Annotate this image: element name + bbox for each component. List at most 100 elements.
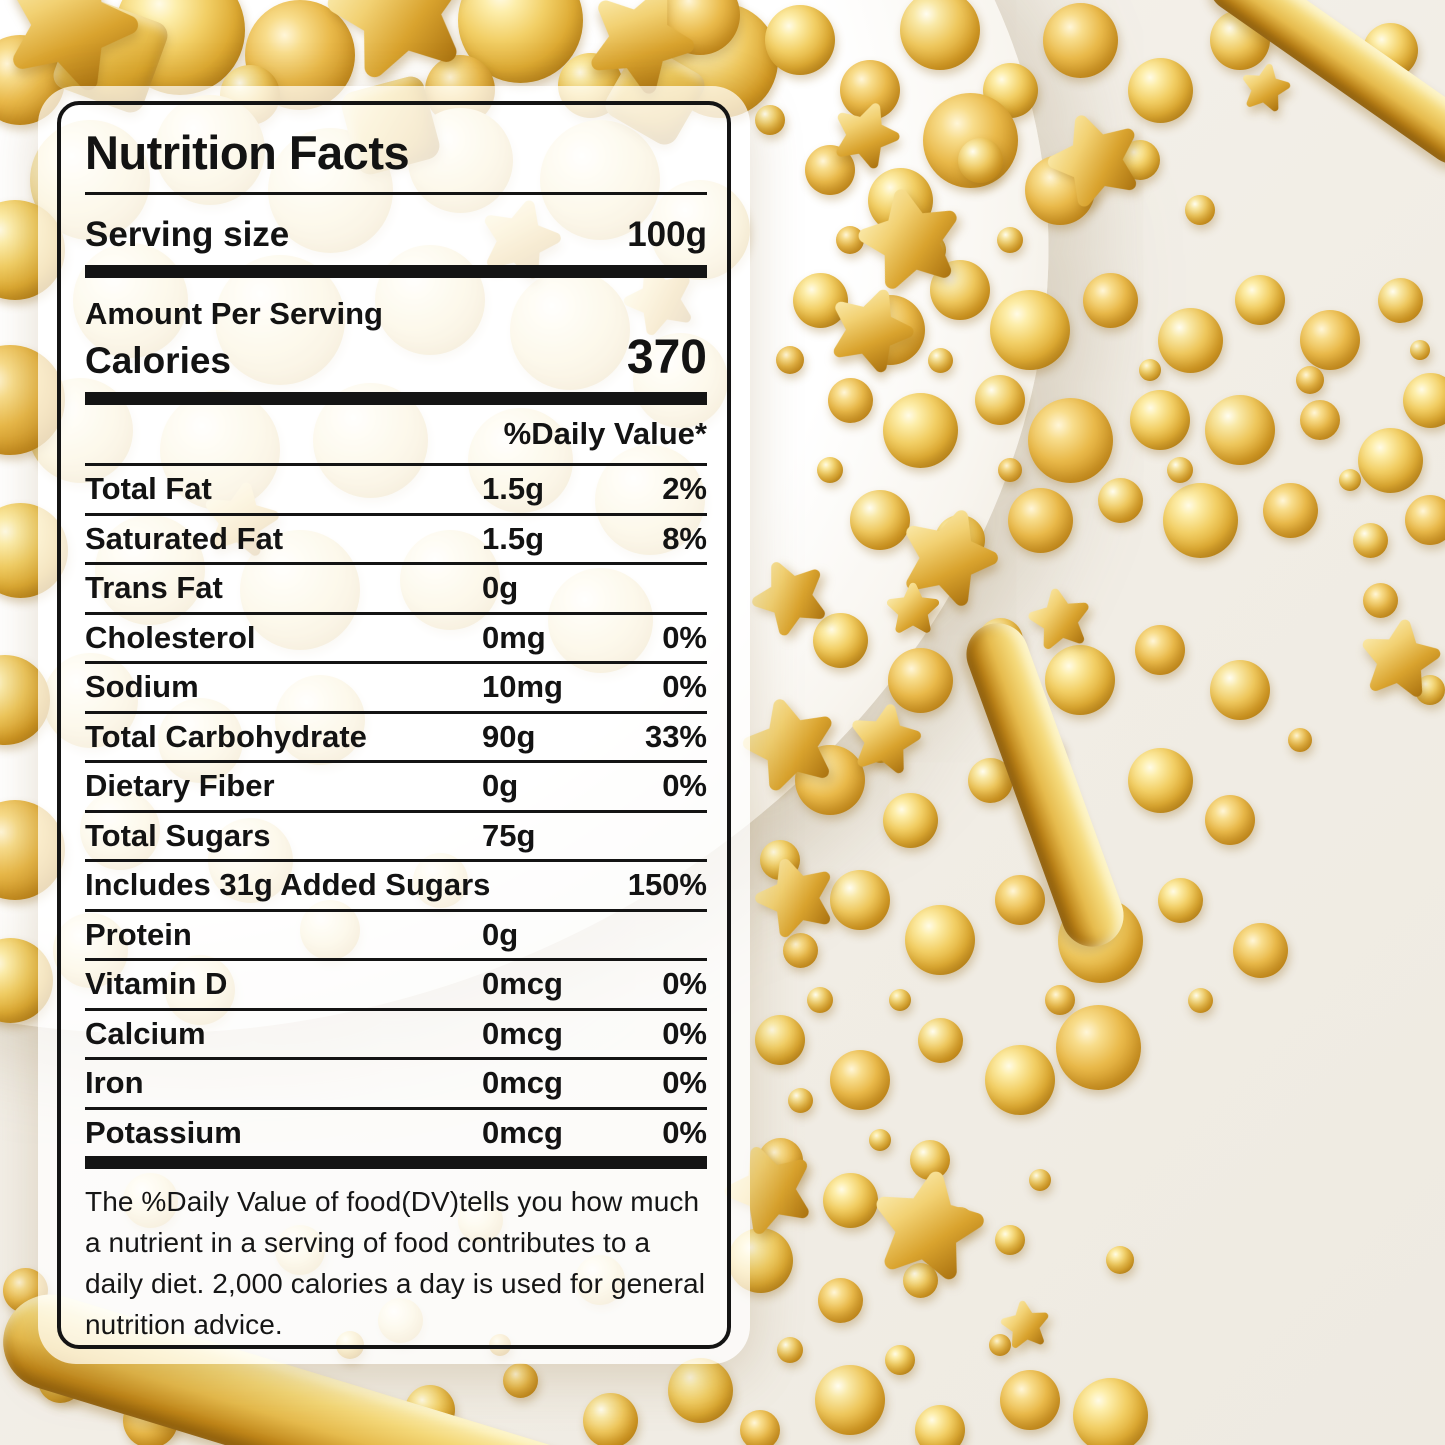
gold-ball-sprinkle [850,490,910,550]
gold-ball-sprinkle [1402,372,1445,428]
divider [85,191,707,195]
gold-ball-sprinkle [827,377,873,423]
daily-value-footnote: The %Daily Value of food(DV)tells you ho… [85,1186,706,1340]
gold-ball-sprinkle [885,1345,915,1375]
gold-ball-sprinkle [1000,1370,1060,1430]
gold-ball-sprinkle [975,375,1025,425]
serving-size-value: 100g [627,214,707,254]
serving-size-row: Serving size 100g [85,205,707,265]
gold-ball-sprinkle [776,346,804,374]
nutrient-daily-value: 0% [662,619,707,655]
gold-ball-sprinkle [815,1365,885,1435]
gold-ball-sprinkle [836,226,864,254]
thick-bar [85,265,707,278]
nutrient-daily-value: 150% [627,867,707,903]
gold-ball-sprinkle [1162,482,1238,558]
nutrient-amount: 0mcg [482,1065,563,1101]
gold-star-sprinkle [1233,56,1297,120]
gold-ball-sprinkle [1410,340,1430,360]
gold-ball-sprinkle [1232,922,1288,978]
nutrient-daily-value: 0% [662,1114,707,1150]
gold-star-sprinkle [734,541,847,654]
gold-ball-sprinkle [915,1405,965,1445]
gold-ball-sprinkle [1007,487,1073,553]
gold-ball-sprinkle [902,1262,938,1298]
nutrient-name: Total Fat [85,471,212,507]
nutrient-row: Total Carbohydrate 90g 33% [85,710,707,761]
nutrient-daily-value: 0% [662,966,707,1002]
gold-star-sprinkle [1028,93,1163,228]
nutrient-name: Total Carbohydrate [85,718,367,754]
nutrient-amount: 0mcg [482,1114,563,1150]
nutrient-name: Sodium [85,669,199,705]
gold-star-sprinkle [855,1155,1000,1300]
gold-ball-sprinkle [1288,728,1312,752]
gold-ball-sprinkle [1405,495,1445,545]
nutrient-amount: 1.5g [482,471,545,507]
nutrient-amount: 0g [482,916,519,952]
nutrient-name: Potassium [85,1114,242,1150]
gold-ball-sprinkle [755,105,785,135]
nutrient-daily-value: 0% [662,1065,707,1101]
nutrient-row: Vitamin D 0mcg 0% [85,958,707,1008]
nutrient-rows: Total Fat 1.5g 2% Saturated Fat 1.5g 8% Trans … [85,463,707,1156]
gold-ball-sprinkle [1262,482,1318,538]
gold-ball-sprinkle [1027,397,1113,483]
gold-ball-sprinkle [990,290,1070,370]
nutrient-amount: 0mcg [482,966,563,1002]
nutrient-name: Includes 31g Added Sugars [85,867,491,903]
nutrient-row: Total Sugars 75g [85,809,707,860]
nutrient-amount: 75g [482,817,536,853]
gold-star-sprinkle [809,269,931,391]
gold-ball-sprinkle [1072,1377,1148,1445]
nutrient-name: Total Sugars [85,817,271,853]
nutrient-daily-value: 0% [662,1015,707,1051]
nutrient-name: Saturated Fat [85,520,284,556]
gold-ball-sprinkle [1296,366,1324,394]
gold-ball-sprinkle [917,1017,963,1063]
nutrient-row: Total Fat 1.5g 2% [85,463,707,513]
gold-ball-sprinkle [900,0,980,70]
nutrient-amount: 1.5g [482,520,545,556]
gold-star-sprinkle [994,1294,1056,1356]
daily-value-heading: %Daily Value* [503,416,707,451]
gold-ball-sprinkle [1097,477,1143,523]
gold-star-sprinkle [560,0,719,120]
gold-ball-sprinkle [807,987,833,1013]
nutrition-facts-title: Nutrition Facts [85,126,410,179]
gold-ball-sprinkle [1106,1246,1134,1274]
gold-star-sprinkle [883,580,943,640]
gold-ball-sprinkle [1130,390,1190,450]
nutrient-row: Includes 31g Added Sugars 150% [85,859,707,909]
nutrient-name: Trans Fat [85,570,223,606]
gold-ball-sprinkle [1205,795,1255,845]
nutrient-amount: 90g [482,718,536,754]
gold-ball-sprinkle [1185,195,1215,225]
gold-ball-sprinkle [927,347,953,373]
gold-star-sprinkle [726,681,855,810]
gold-ball-sprinkle [740,1410,780,1445]
nutrient-name: Protein [85,916,192,952]
gold-ball-sprinkle [1205,395,1275,465]
gold-ball-sprinkle [502,1362,538,1398]
thick-bar [85,392,707,405]
gold-ball-sprinkle [1029,1169,1051,1191]
gold-star-sprinkle [1019,579,1100,660]
gold-star-sprinkle [305,0,495,105]
nutrient-amount: 0g [482,570,519,606]
gold-ball-sprinkle [910,1140,950,1180]
gold-ball-sprinkle [830,870,890,930]
nutrient-daily-value: 0% [662,669,707,705]
gold-ball-sprinkle [582,1392,638,1445]
gold-ball-sprinkle [1045,985,1075,1015]
gold-ball-sprinkle [1352,522,1388,558]
gold-star-sprinkle [839,694,932,787]
gold-ball-sprinkle [985,1045,1055,1115]
nutrient-row: Sodium 10mg 0% [85,661,707,711]
gold-ball-sprinkle [1377,277,1423,323]
nutrient-daily-value: 0% [662,768,707,804]
nutrient-amount: 0g [482,768,519,804]
nutrient-name: Iron [85,1065,144,1101]
gold-ball-sprinkle [1235,275,1285,325]
